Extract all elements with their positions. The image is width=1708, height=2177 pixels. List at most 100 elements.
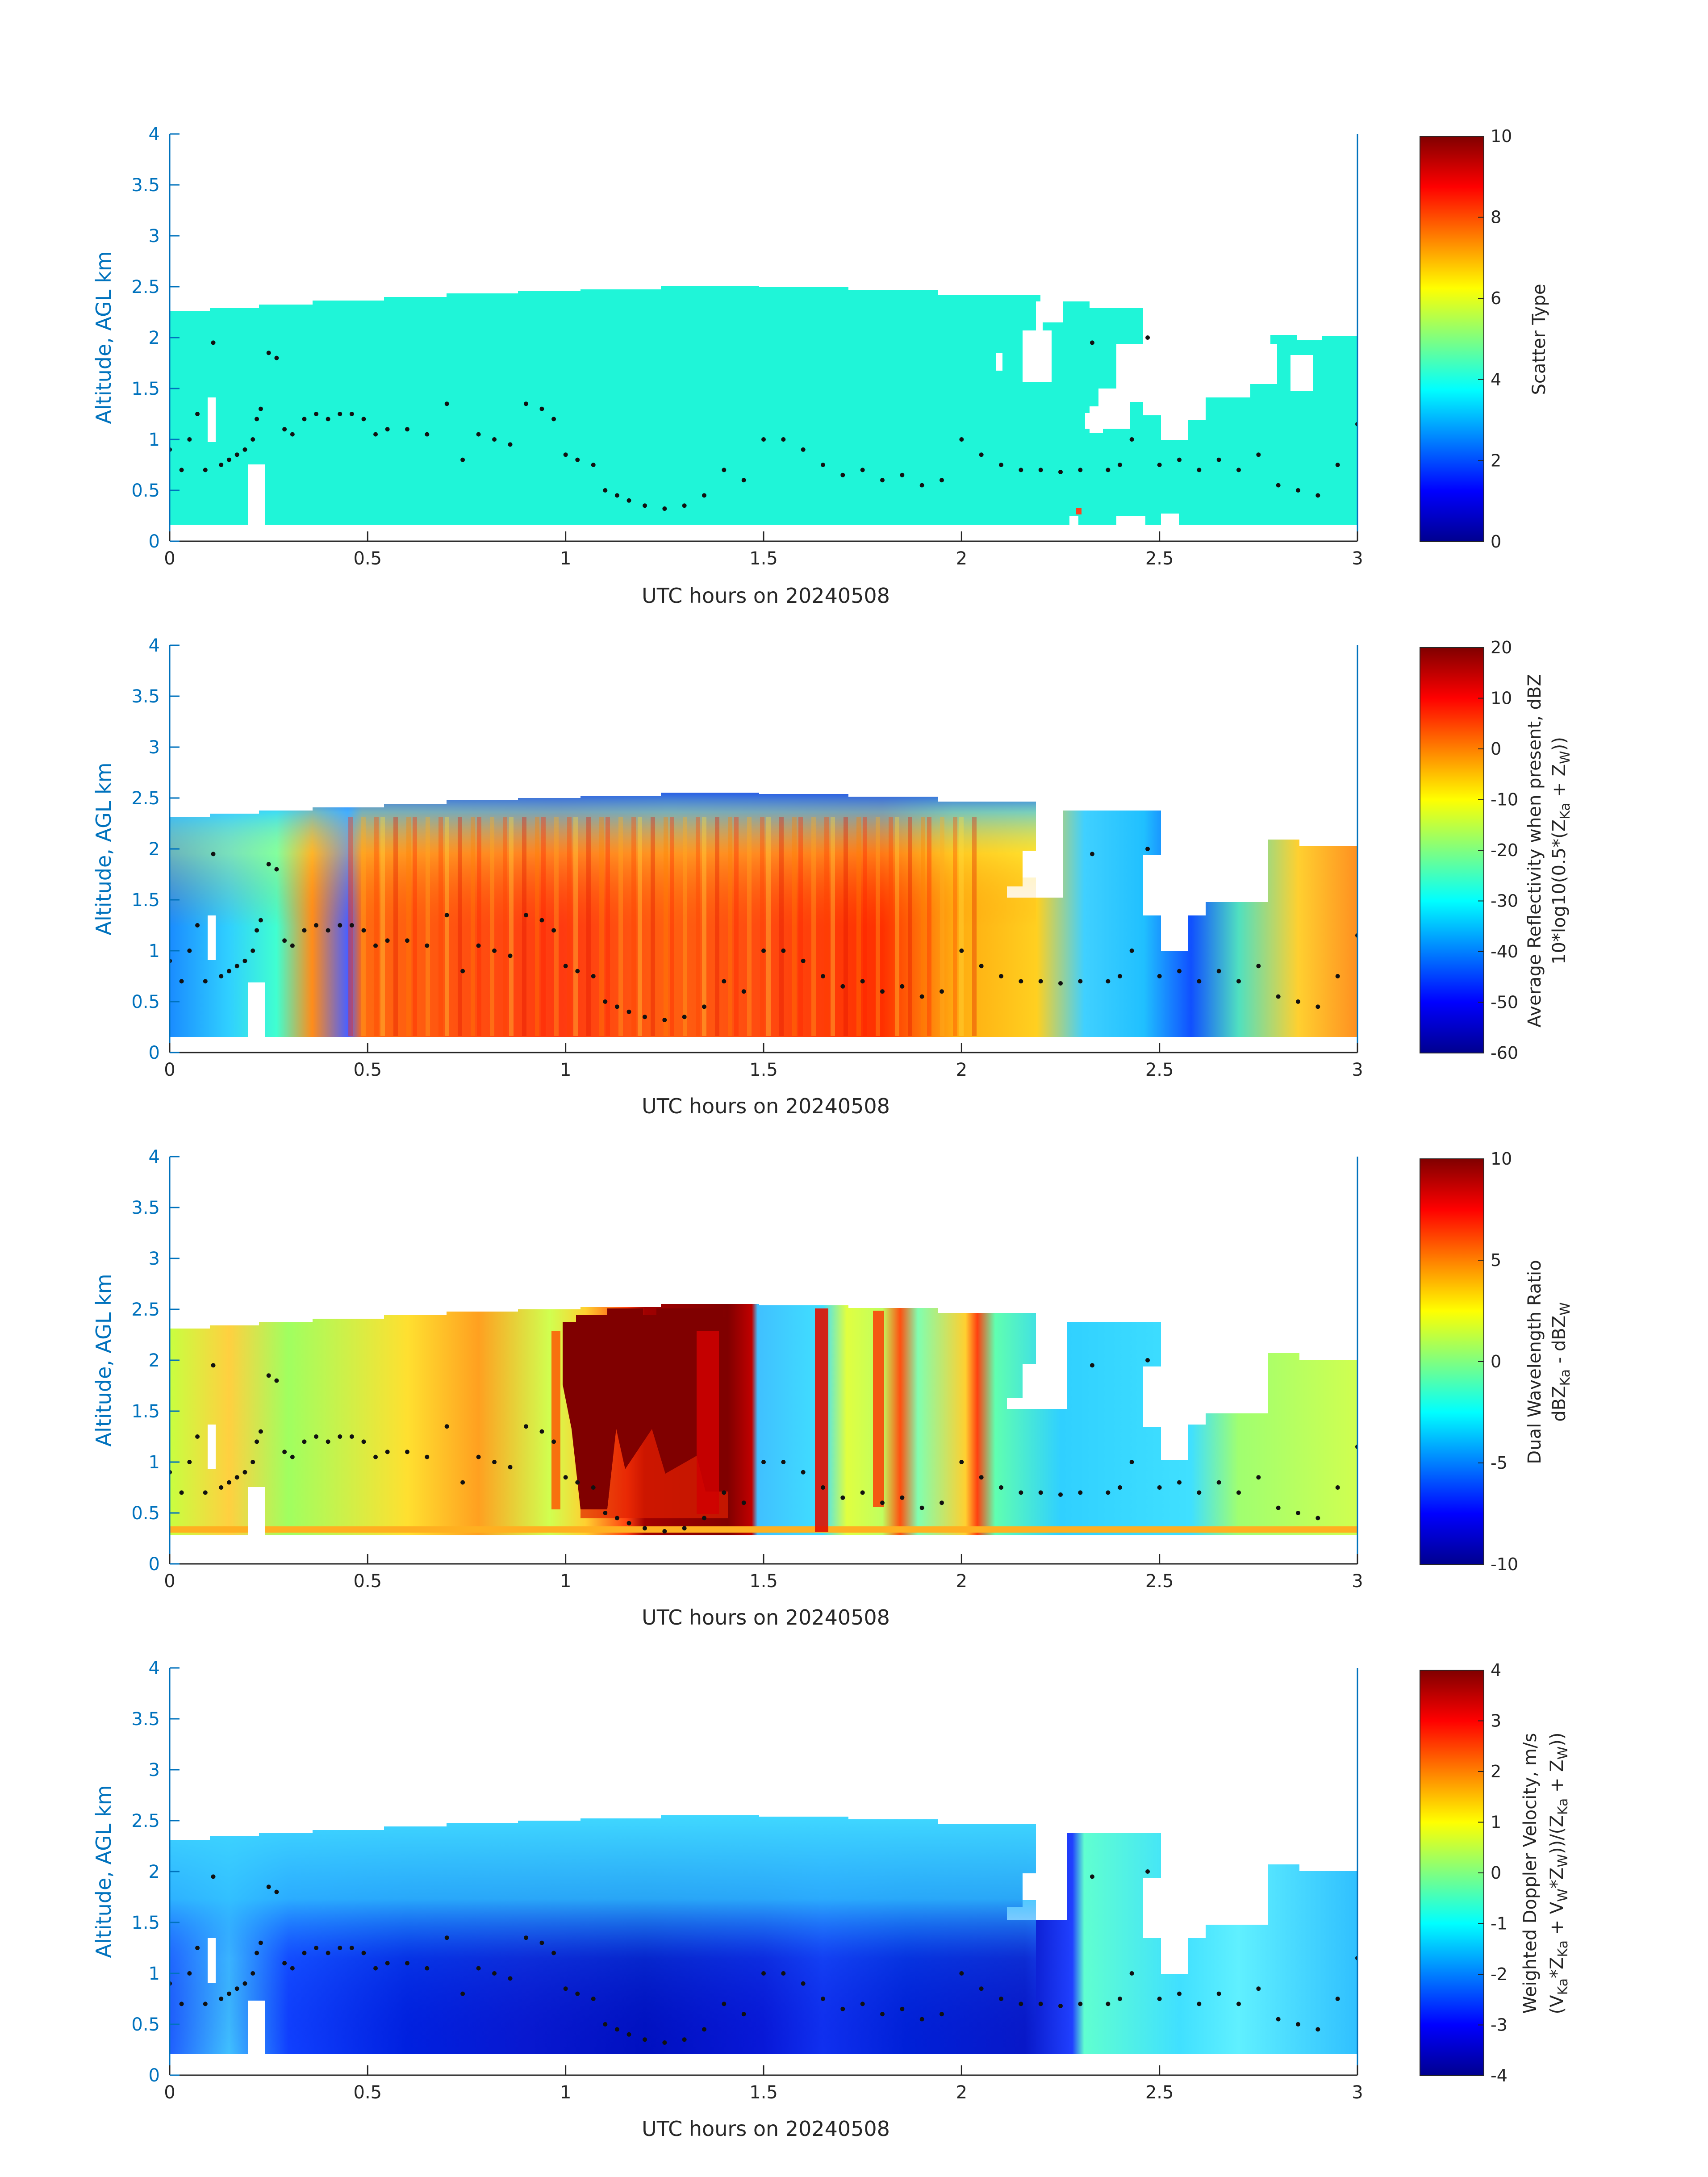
reflectivity-streak	[779, 817, 784, 1036]
dot-marker	[919, 1505, 924, 1510]
dot-marker	[187, 1460, 192, 1464]
dot-marker	[801, 958, 806, 963]
dot-marker	[999, 974, 1003, 978]
x-tick-label: 3	[1352, 548, 1363, 569]
dot-marker	[524, 913, 528, 918]
dot-marker	[258, 1940, 263, 1945]
dot-marker	[203, 2002, 208, 2006]
reflectivity-streak	[445, 817, 449, 1036]
dot-marker	[626, 1009, 631, 1014]
dot-marker	[258, 1429, 263, 1434]
dot-marker	[626, 1521, 631, 1525]
dot-marker	[1078, 2002, 1083, 2006]
reflectivity-streak	[844, 817, 848, 1036]
dot-marker	[1090, 1363, 1094, 1368]
reflectivity-streak	[811, 817, 816, 1036]
dot-marker	[1197, 1490, 1202, 1495]
dwr-streak	[815, 1308, 828, 1532]
dot-marker	[860, 1490, 865, 1495]
dot-marker	[492, 1460, 497, 1464]
reflectivity-streak	[734, 817, 739, 1036]
x-tick-label: 2	[956, 548, 967, 569]
plot-area	[170, 793, 1357, 1037]
dot-marker	[405, 1961, 409, 1966]
colorbar-ticks: 0 2 4 6 8 10	[1478, 126, 1512, 552]
dot-marker	[999, 1485, 1003, 1490]
dot-marker	[258, 918, 263, 923]
dot-marker	[234, 452, 239, 457]
dot-marker	[405, 938, 409, 943]
colorbar-tick-label: 10	[1491, 1149, 1512, 1169]
dot-marker	[801, 1470, 806, 1475]
reflectivity-streak	[728, 817, 732, 1036]
dot-marker	[1216, 457, 1221, 462]
dot-marker	[326, 928, 330, 933]
dot-marker	[1019, 1490, 1023, 1495]
dot-marker	[282, 427, 287, 432]
colorbar-tick-label: 8	[1491, 208, 1501, 227]
x-tick-label: 2	[956, 2082, 967, 2103]
reflectivity-streak	[426, 817, 430, 1036]
dot-marker	[1145, 1358, 1150, 1362]
colorbar-tick-label: -3	[1491, 2015, 1508, 2035]
colorbar-label-formula: dBZKa - dBZW	[1549, 1302, 1573, 1422]
colorbar-tick-label: -20	[1491, 840, 1518, 860]
reflectivity-streak	[393, 817, 398, 1036]
colorbar-tick-label: -60	[1491, 1043, 1518, 1063]
dot-marker	[385, 1961, 390, 1966]
y-tick-label: 4	[149, 124, 160, 145]
dot-marker	[563, 964, 568, 969]
colorbar-tick-label: 0	[1491, 739, 1501, 759]
dot-marker	[290, 943, 295, 948]
dot-marker	[1129, 437, 1134, 442]
reflectivity-streak	[824, 817, 829, 1036]
y-tick-label: 4	[149, 1658, 160, 1679]
y-tick-label: 2	[149, 1350, 160, 1371]
dot-marker	[361, 928, 366, 933]
dot-marker	[211, 852, 216, 857]
dot-marker	[1078, 1490, 1083, 1495]
reflectivity-streak	[638, 817, 642, 1036]
y-tick-label: 2.5	[131, 277, 160, 297]
dot-marker	[219, 1485, 224, 1490]
y-axis-label: Altitude, AGL km	[92, 251, 116, 424]
dot-marker	[539, 1940, 544, 1945]
dot-marker	[195, 923, 200, 928]
reflectivity-streak	[831, 817, 835, 1036]
dot-marker	[761, 1971, 766, 1976]
y-axis-label: Altitude, AGL km	[92, 762, 116, 935]
y-tick-label: 0.5	[131, 1503, 160, 1524]
reflectivity-streak	[856, 817, 861, 1036]
dot-marker	[373, 1966, 378, 1971]
reflectivity-streak	[696, 817, 700, 1036]
colorbar-tick-label: 0	[1491, 532, 1501, 552]
dot-marker	[290, 432, 295, 437]
y-tick-label: 0	[149, 2065, 160, 2086]
reflectivity-streak	[747, 817, 752, 1036]
x-tick-label: 2.5	[1145, 2082, 1174, 2103]
x-tick-label: 3	[1352, 1571, 1363, 1592]
reflectivity-streak	[631, 817, 636, 1036]
dot-marker	[643, 503, 647, 508]
scatter-gaps	[208, 330, 1313, 525]
reflectivity-streak	[959, 817, 964, 1036]
dot-marker	[524, 1424, 528, 1429]
y-tick-label: 3	[149, 737, 160, 758]
x-tick-label: 3	[1352, 2082, 1363, 2103]
y-axis: 0 0.5 1 1.5 2 2.5 3 3.5 4	[131, 1658, 180, 2086]
dot-marker	[314, 1434, 319, 1439]
dot-marker	[1236, 1490, 1241, 1495]
y-tick-label: 1	[149, 1964, 160, 1984]
dot-marker	[1256, 964, 1261, 969]
dot-marker	[211, 1363, 216, 1368]
reflectivity-streak	[895, 817, 899, 1036]
dot-marker	[1256, 1475, 1261, 1480]
dot-marker	[575, 1480, 580, 1485]
dot-marker	[959, 1460, 964, 1464]
dot-marker	[385, 427, 390, 432]
colorbar-tick-label: -5	[1491, 1453, 1508, 1473]
dot-marker	[563, 1475, 568, 1480]
dot-marker	[1106, 2002, 1111, 2006]
dot-marker	[1129, 1971, 1134, 1976]
y-tick-label: 3.5	[131, 1709, 160, 1730]
